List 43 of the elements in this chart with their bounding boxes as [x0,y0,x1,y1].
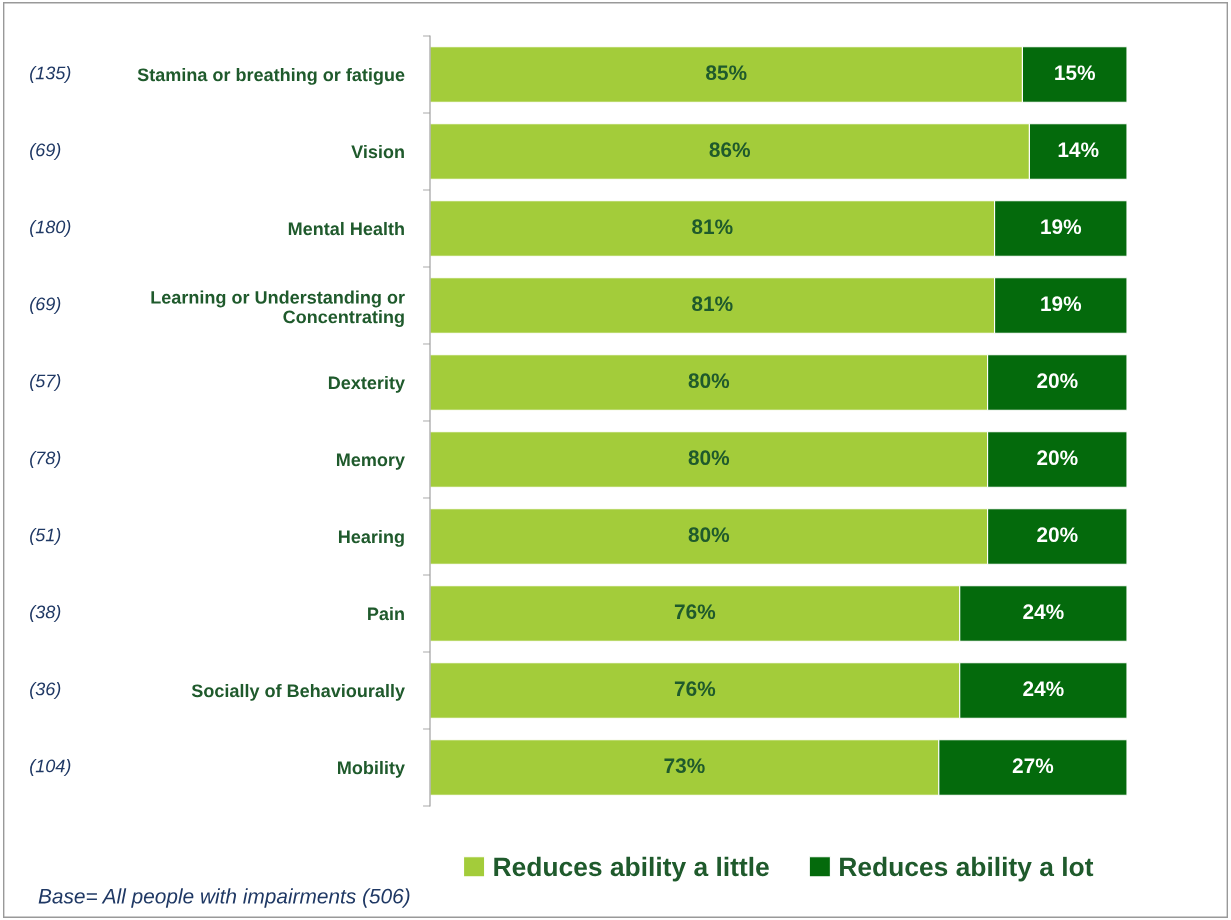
text: (38) [30,605,61,622]
text: (69) [30,143,61,160]
y-tick-label: Learning or Understanding or Concentrating [151,290,405,327]
data-label: 76% [674,604,716,620]
y-tick-label: Dexterity [328,375,405,393]
y-tick-label: Mental Health [288,221,404,236]
y-tick-label: Hearing [338,529,404,547]
data-label: 81% [692,219,733,235]
text: (180) [30,220,71,237]
y-tick-label: Pain [368,606,404,621]
data-label: 73% [664,758,705,774]
data-label: 19% [1041,296,1082,312]
data-label: 80% [688,450,730,466]
data-label: 15% [1055,65,1096,81]
text: (69) [30,297,61,314]
legend-label: Reduces ability a little [494,856,769,882]
data-label: 76% [674,681,716,697]
text: (36) [30,682,61,699]
text: (51) [30,528,61,545]
data-label: 19% [1041,219,1082,235]
y-tick-label: Stamina or breathing or fatigue [137,67,405,85]
data-label: 20% [1037,450,1078,466]
data-label: 24% [1023,604,1064,620]
data-label: 81% [692,296,733,312]
data-label: 14% [1058,142,1099,158]
data-label: 24% [1023,681,1064,697]
text: (104) [30,759,71,776]
y-tick-label: Socially of Behaviourally [191,683,405,701]
data-label: 27% [1012,758,1054,774]
data-label: 80% [688,527,730,543]
text: (135) [30,66,71,83]
data-label: 80% [688,373,730,389]
legend-label: Reduces ability a lot [840,856,1094,882]
data-label: 20% [1037,527,1078,543]
y-tick-label: Memory [336,453,405,470]
text: (57) [30,374,61,391]
y-tick-label: Vision [351,144,404,159]
text: Base= All people with impairments (506) [38,888,410,908]
y-tick-label: Mobility [338,760,405,778]
data-label: 20% [1037,373,1078,389]
data-label: 86% [709,142,751,158]
text: (78) [30,451,61,468]
data-label: 85% [706,65,747,81]
